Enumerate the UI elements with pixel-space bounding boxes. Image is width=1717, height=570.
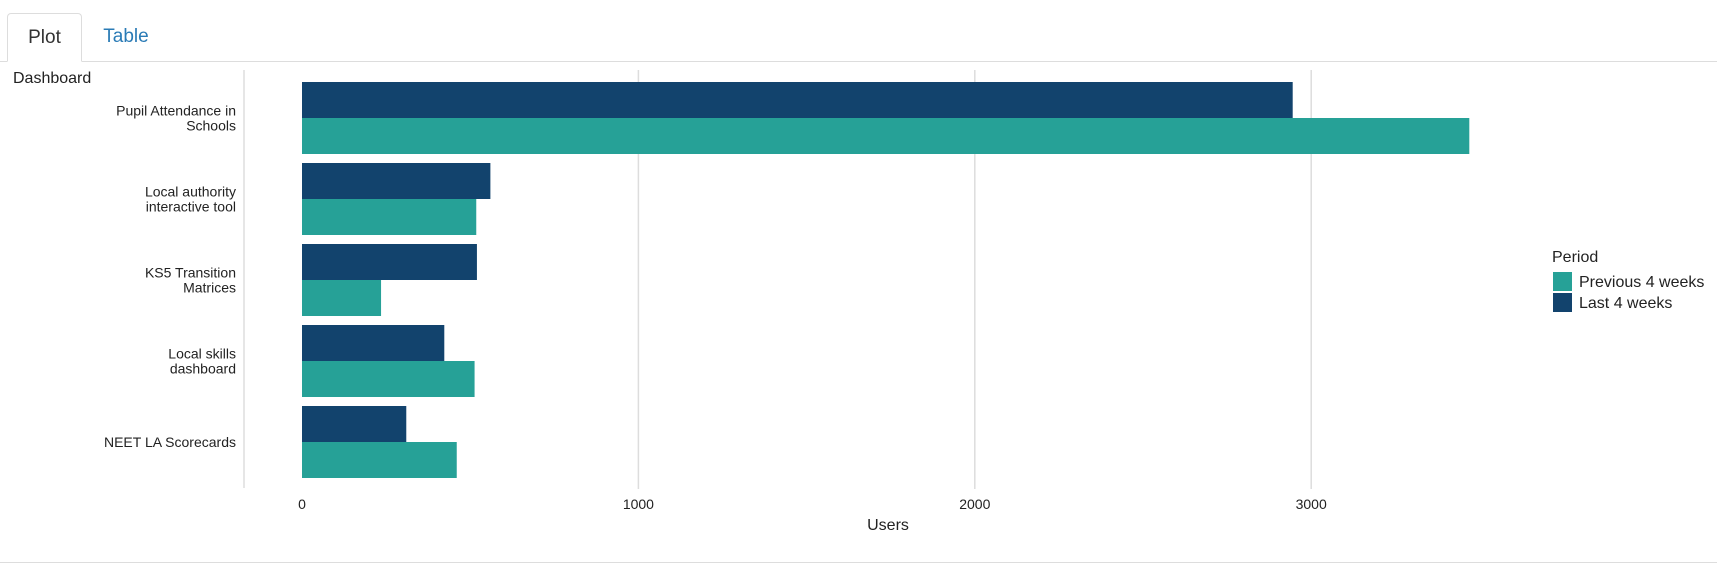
- category-label: NEET LA Scorecards: [104, 434, 236, 450]
- category-label: KS5 Transition Matrices: [145, 265, 236, 296]
- bar-last-4-weeks: [302, 325, 445, 361]
- y-axis-title: Dashboard: [13, 70, 91, 87]
- tab-table[interactable]: Table: [103, 26, 149, 47]
- x-tick-label: 1000: [623, 496, 654, 512]
- legend-title: Period: [1552, 249, 1598, 266]
- legend-swatch: [1553, 293, 1572, 312]
- tab-plot[interactable]: Plot: [7, 13, 82, 62]
- bar-previous-4-weeks: [302, 199, 477, 235]
- category-label: Pupil Attendance in Schools: [116, 103, 236, 134]
- bar-last-4-weeks: [302, 163, 491, 199]
- category-label: Local authority interactive tool: [145, 184, 236, 215]
- bar-last-4-weeks: [302, 406, 407, 442]
- bar-previous-4-weeks: [302, 118, 1470, 154]
- x-tick-label: 2000: [959, 496, 990, 512]
- x-axis-title: Users: [867, 517, 909, 534]
- x-tick-label: 3000: [1296, 496, 1327, 512]
- bar-previous-4-weeks: [302, 280, 382, 316]
- legend-swatch: [1553, 272, 1572, 291]
- panel-bottom-border: [0, 562, 1717, 563]
- category-label: Local skills dashboard: [168, 346, 236, 377]
- legend-label: Last 4 weeks: [1579, 295, 1672, 312]
- bar-previous-4-weeks: [302, 361, 475, 397]
- bar-chart: Dashboard 0 1000 2000 3000 Users Pupil Attenda…: [13, 70, 1704, 534]
- legend-label: Previous 4 weeks: [1579, 274, 1704, 291]
- tab-bar: Plot Table: [0, 0, 1717, 62]
- bar-previous-4-weeks: [302, 442, 457, 478]
- tab-divider: [0, 61, 1717, 62]
- bar-last-4-weeks: [302, 244, 477, 280]
- bar-last-4-weeks: [302, 82, 1293, 118]
- x-tick-label: 0: [298, 496, 306, 512]
